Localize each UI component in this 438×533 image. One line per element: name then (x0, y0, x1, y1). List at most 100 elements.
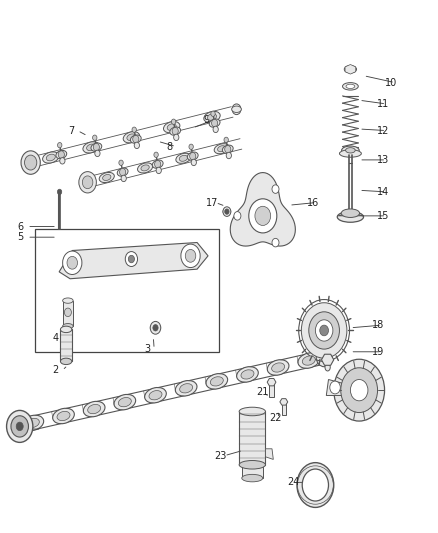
Ellipse shape (167, 124, 176, 131)
Circle shape (128, 255, 134, 263)
Ellipse shape (180, 384, 193, 393)
Circle shape (57, 189, 62, 195)
Circle shape (21, 151, 40, 174)
Circle shape (63, 251, 82, 274)
Ellipse shape (149, 391, 162, 400)
Text: 15: 15 (377, 211, 389, 221)
Text: 8: 8 (166, 142, 173, 151)
Ellipse shape (26, 418, 39, 427)
Circle shape (119, 160, 123, 165)
Ellipse shape (175, 381, 197, 396)
Ellipse shape (152, 160, 163, 168)
Ellipse shape (22, 415, 44, 431)
Circle shape (316, 348, 332, 367)
Circle shape (95, 150, 100, 157)
Ellipse shape (179, 155, 187, 161)
Circle shape (341, 368, 378, 413)
Circle shape (181, 244, 200, 268)
Ellipse shape (56, 150, 67, 159)
Ellipse shape (87, 144, 95, 151)
Ellipse shape (302, 356, 315, 365)
Ellipse shape (210, 377, 223, 386)
Circle shape (225, 146, 231, 153)
Circle shape (213, 126, 218, 133)
Ellipse shape (141, 165, 149, 171)
Ellipse shape (187, 152, 198, 160)
Circle shape (272, 238, 279, 247)
Ellipse shape (204, 111, 220, 123)
Circle shape (226, 152, 231, 159)
Circle shape (121, 175, 126, 182)
Text: 2: 2 (53, 366, 59, 375)
Text: 23: 23 (215, 451, 227, 461)
Text: 18: 18 (372, 320, 385, 330)
Bar (269, 382, 274, 397)
Ellipse shape (138, 163, 152, 173)
Text: 19: 19 (372, 347, 385, 357)
Circle shape (272, 185, 279, 193)
Text: 4: 4 (53, 334, 59, 343)
Ellipse shape (208, 114, 216, 120)
Ellipse shape (346, 148, 355, 153)
Ellipse shape (57, 411, 70, 421)
Text: 21: 21 (256, 387, 268, 397)
Text: 3: 3 (145, 344, 151, 354)
Text: 9: 9 (204, 115, 210, 125)
Ellipse shape (63, 324, 73, 329)
Ellipse shape (42, 152, 59, 163)
Circle shape (155, 160, 161, 168)
Circle shape (154, 152, 158, 157)
Circle shape (64, 308, 71, 317)
Circle shape (211, 111, 215, 116)
Ellipse shape (267, 360, 289, 375)
Ellipse shape (83, 142, 99, 153)
Ellipse shape (176, 154, 191, 163)
Polygon shape (321, 354, 334, 365)
Ellipse shape (163, 122, 180, 133)
Ellipse shape (241, 370, 254, 379)
Ellipse shape (298, 353, 320, 368)
Circle shape (234, 212, 241, 220)
Circle shape (223, 207, 231, 216)
Text: 20: 20 (346, 384, 358, 394)
Bar (282, 402, 286, 415)
Ellipse shape (223, 145, 233, 154)
Text: 24: 24 (287, 478, 299, 487)
Text: 22: 22 (269, 414, 282, 423)
Ellipse shape (99, 173, 114, 182)
Circle shape (224, 137, 228, 142)
Ellipse shape (239, 407, 265, 416)
Circle shape (133, 135, 139, 143)
Circle shape (58, 151, 64, 158)
Circle shape (302, 469, 328, 501)
Circle shape (301, 303, 347, 358)
Bar (63, 301, 73, 326)
Circle shape (156, 167, 161, 174)
Ellipse shape (341, 209, 360, 217)
Text: 12: 12 (377, 126, 389, 135)
Bar (35, 229, 219, 352)
Ellipse shape (60, 358, 72, 365)
Circle shape (57, 142, 62, 148)
Polygon shape (280, 399, 288, 405)
Text: 13: 13 (377, 155, 389, 165)
Ellipse shape (344, 66, 357, 73)
Circle shape (120, 168, 126, 176)
Ellipse shape (170, 127, 180, 135)
Ellipse shape (339, 150, 361, 157)
Text: 16: 16 (307, 198, 319, 207)
Ellipse shape (346, 67, 354, 72)
Bar (242, 463, 263, 478)
Ellipse shape (242, 474, 263, 482)
Circle shape (232, 104, 241, 115)
Ellipse shape (53, 408, 74, 424)
Polygon shape (265, 449, 273, 459)
Circle shape (67, 256, 78, 269)
Polygon shape (337, 213, 364, 216)
Ellipse shape (123, 132, 140, 143)
Ellipse shape (232, 106, 241, 112)
Ellipse shape (102, 174, 111, 181)
Ellipse shape (218, 146, 226, 152)
Text: 10: 10 (385, 78, 398, 87)
Circle shape (350, 379, 368, 401)
